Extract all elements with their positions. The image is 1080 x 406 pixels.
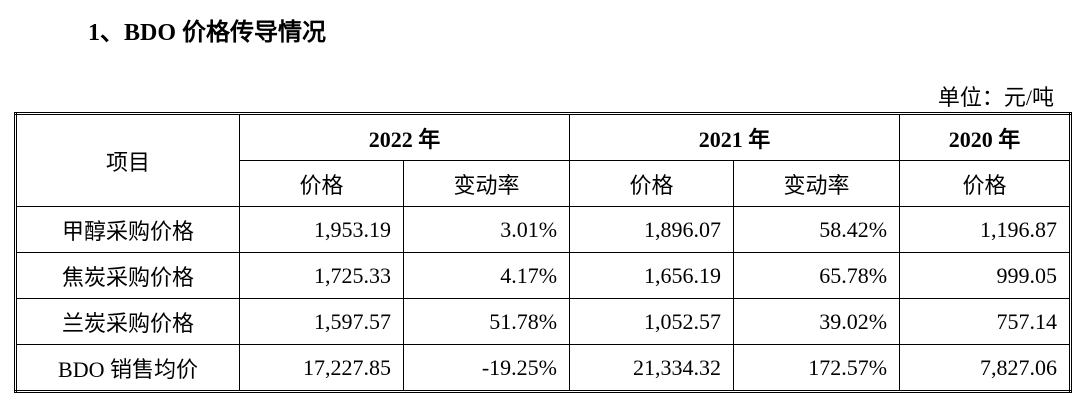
- table-cell: 1,656.19: [569, 252, 735, 299]
- table-cell: 1,725.33: [239, 252, 404, 299]
- row-label: 兰炭采购价格: [15, 298, 240, 345]
- header-cell: 2020 年: [899, 113, 1072, 161]
- table-cell: 4.17%: [402, 252, 571, 299]
- table-cell: 3.01%: [402, 206, 571, 253]
- header-cell: 2021 年: [569, 113, 901, 161]
- subheader-cell: 变动率: [733, 160, 901, 207]
- table-cell: 1,597.57: [239, 298, 404, 345]
- table-cell: -19.25%: [402, 344, 571, 392]
- table-cell: 21,334.32: [569, 344, 735, 392]
- table-cell: 1,896.07: [569, 206, 735, 253]
- header-row: 项目 2022 年 2021 年 2020 年: [15, 113, 1072, 207]
- subheader-cell: 变动率: [402, 160, 571, 207]
- unit-label: 单位：元/吨: [937, 85, 1054, 110]
- table-cell: 17,227.85: [239, 344, 404, 392]
- table-cell: 39.02%: [733, 298, 901, 345]
- price-table: 项目 2022 年 2021 年 2020 年 价格 变动率 价格 变动率 价格…: [14, 112, 1073, 393]
- row-label: 焦炭采购价格: [15, 252, 240, 299]
- table-row: BDO 销售均价 17,227.85 -19.25% 21,334.32 172.57%…: [15, 344, 1072, 392]
- row-label: 甲醇采购价格: [15, 206, 240, 253]
- table-cell: 1,953.19: [239, 206, 404, 253]
- table-row: 焦炭采购价格 1,725.33 4.17% 1,656.19 65.78% 999.05: [15, 252, 1072, 299]
- table-row: 兰炭采购价格 1,597.57 51.78% 1,052.57 39.02% 757.14: [15, 298, 1072, 345]
- table-row: 甲醇采购价格 1,953.19 3.01% 1,896.07 58.42% 1,196.8…: [15, 206, 1072, 253]
- header-cell: 2022 年: [238, 113, 571, 161]
- table-cell: 1,196.87: [899, 206, 1072, 253]
- subheader-cell: 价格: [239, 160, 404, 207]
- table-cell: 999.05: [899, 252, 1072, 299]
- header-cell: 项目: [15, 113, 240, 207]
- table-cell: 65.78%: [733, 252, 901, 299]
- section-title: 1、BDO 价格传导情况: [88, 20, 327, 46]
- table-cell: 58.42%: [733, 206, 901, 253]
- subheader-cell: 价格: [569, 160, 735, 207]
- subheader-cell: 价格: [899, 160, 1072, 207]
- row-label: BDO 销售均价: [15, 344, 240, 392]
- table-body: 甲醇采购价格 1,953.19 3.01% 1,896.07 58.42% 1,196.8…: [15, 206, 1072, 392]
- table-cell: 757.14: [899, 298, 1072, 345]
- table-cell: 51.78%: [402, 298, 571, 345]
- table-cell: 7,827.06: [899, 344, 1072, 392]
- table-cell: 172.57%: [733, 344, 901, 392]
- table-cell: 1,052.57: [569, 298, 735, 345]
